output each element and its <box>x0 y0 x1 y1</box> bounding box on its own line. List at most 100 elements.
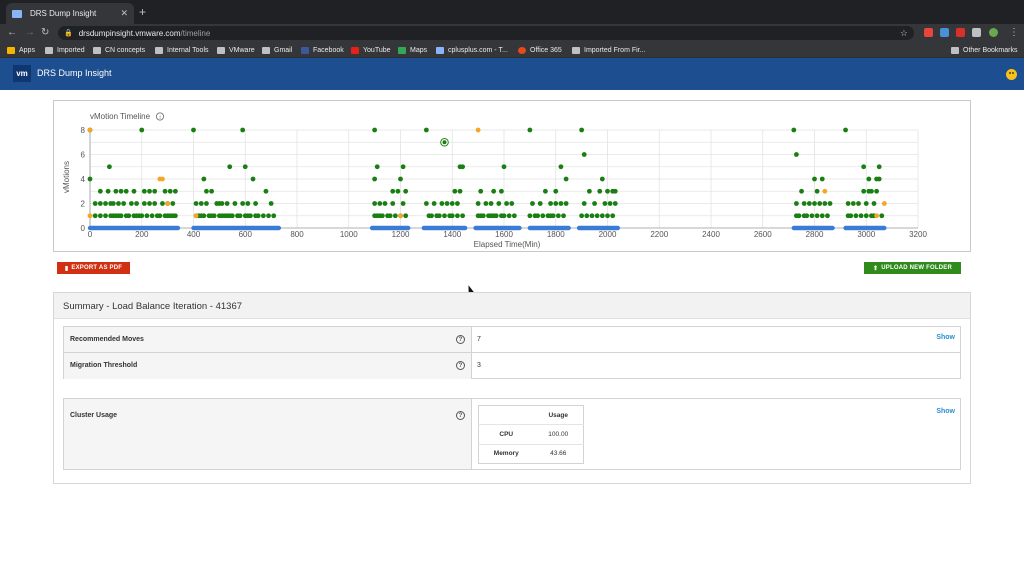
data-point[interactable] <box>825 213 830 219</box>
data-point[interactable] <box>881 201 887 206</box>
data-point[interactable] <box>97 188 103 194</box>
data-point[interactable] <box>141 201 147 206</box>
data-point[interactable] <box>423 201 429 206</box>
data-point[interactable] <box>204 188 209 194</box>
data-point[interactable] <box>457 188 463 194</box>
data-point[interactable] <box>390 188 396 194</box>
data-point[interactable] <box>92 213 98 219</box>
data-point[interactable] <box>581 201 587 206</box>
data-point[interactable] <box>812 201 817 206</box>
data-point[interactable] <box>871 201 877 206</box>
data-point[interactable] <box>403 188 409 194</box>
data-point[interactable] <box>157 213 163 219</box>
data-point[interactable] <box>553 201 559 206</box>
data-point[interactable] <box>118 188 124 194</box>
data-point[interactable] <box>444 201 450 206</box>
data-point[interactable] <box>527 213 533 219</box>
data-point[interactable] <box>558 164 564 170</box>
data-point[interactable] <box>796 213 802 219</box>
data-point[interactable] <box>605 213 610 219</box>
data-point[interactable] <box>172 213 178 219</box>
data-point[interactable] <box>589 213 595 219</box>
data-point[interactable] <box>861 188 867 194</box>
data-point[interactable] <box>170 201 176 206</box>
data-point[interactable] <box>483 201 489 206</box>
data-point[interactable] <box>602 201 608 206</box>
data-point[interactable] <box>535 213 541 219</box>
data-point[interactable] <box>209 188 215 194</box>
bookmark-gmail[interactable]: Gmail <box>262 44 292 56</box>
data-point[interactable] <box>97 213 103 219</box>
data-point[interactable] <box>374 164 380 170</box>
data-point[interactable] <box>863 213 869 219</box>
data-point[interactable] <box>455 213 460 219</box>
data-point[interactable] <box>501 164 507 170</box>
data-point[interactable] <box>372 201 378 206</box>
data-point[interactable] <box>594 213 600 219</box>
back-arrow-icon[interactable]: ← <box>7 27 17 38</box>
data-point[interactable] <box>152 188 158 194</box>
data-point[interactable] <box>478 188 484 194</box>
data-point[interactable] <box>563 201 569 206</box>
url-input[interactable]: 🔒 drsdumpinsight.vmware.com/timeline ☆ <box>58 26 914 40</box>
data-point[interactable] <box>429 213 434 219</box>
data-point[interactable] <box>801 201 807 206</box>
data-point[interactable] <box>579 127 585 133</box>
data-point[interactable] <box>548 201 553 206</box>
data-point[interactable] <box>224 201 230 206</box>
data-point[interactable] <box>501 213 507 219</box>
data-point[interactable] <box>819 213 825 219</box>
data-point[interactable] <box>110 201 116 206</box>
data-point[interactable] <box>812 176 817 182</box>
data-point[interactable] <box>553 188 559 194</box>
data-point[interactable] <box>592 201 597 206</box>
data-point[interactable] <box>845 201 851 206</box>
data-point[interactable] <box>612 201 618 206</box>
data-point[interactable] <box>822 188 828 194</box>
data-point[interactable] <box>377 201 383 206</box>
data-point[interactable] <box>455 201 460 206</box>
data-point[interactable] <box>229 213 235 219</box>
bookmark-facebook[interactable]: Facebook <box>301 44 344 56</box>
bookmark-youtube[interactable]: YouTube <box>351 44 391 56</box>
data-point[interactable] <box>555 213 561 219</box>
data-point[interactable] <box>245 201 251 206</box>
bookmark-internal-tools[interactable]: Internal Tools <box>155 44 209 56</box>
data-point[interactable] <box>827 201 833 206</box>
data-point[interactable] <box>240 127 246 133</box>
data-point[interactable] <box>449 201 455 206</box>
data-point[interactable] <box>452 188 458 194</box>
data-point[interactable] <box>814 213 820 219</box>
data-point[interactable] <box>103 213 108 219</box>
data-point[interactable] <box>819 176 825 182</box>
data-point[interactable] <box>597 188 603 194</box>
data-point[interactable] <box>400 201 406 206</box>
data-point[interactable] <box>157 176 163 182</box>
extensions-puzzle-icon[interactable] <box>972 28 981 37</box>
data-point[interactable] <box>431 201 437 206</box>
data-point[interactable] <box>540 213 546 219</box>
data-point[interactable] <box>879 213 885 219</box>
profile-avatar[interactable] <box>989 28 998 37</box>
data-point[interactable] <box>442 213 447 219</box>
data-point[interactable] <box>250 176 256 182</box>
data-point[interactable] <box>584 213 590 219</box>
data-point[interactable] <box>105 188 111 194</box>
data-point[interactable] <box>87 213 93 219</box>
forward-arrow-icon[interactable]: → <box>25 27 35 38</box>
data-point[interactable] <box>237 213 243 219</box>
data-point[interactable] <box>499 188 504 194</box>
data-point[interactable] <box>263 188 269 194</box>
data-point[interactable] <box>475 201 481 206</box>
data-point[interactable] <box>268 201 274 206</box>
bookmark-maps[interactable]: Maps <box>398 44 427 56</box>
data-point[interactable] <box>372 127 378 133</box>
data-point[interactable] <box>139 127 145 133</box>
data-point[interactable] <box>876 164 882 170</box>
highlighted-data-point[interactable] <box>442 140 447 145</box>
bookmark-other[interactable]: Other Bookmarks <box>951 44 1017 56</box>
data-point[interactable] <box>475 127 481 133</box>
data-point[interactable] <box>121 201 127 206</box>
data-point[interactable] <box>242 164 248 170</box>
data-point[interactable] <box>607 201 613 206</box>
